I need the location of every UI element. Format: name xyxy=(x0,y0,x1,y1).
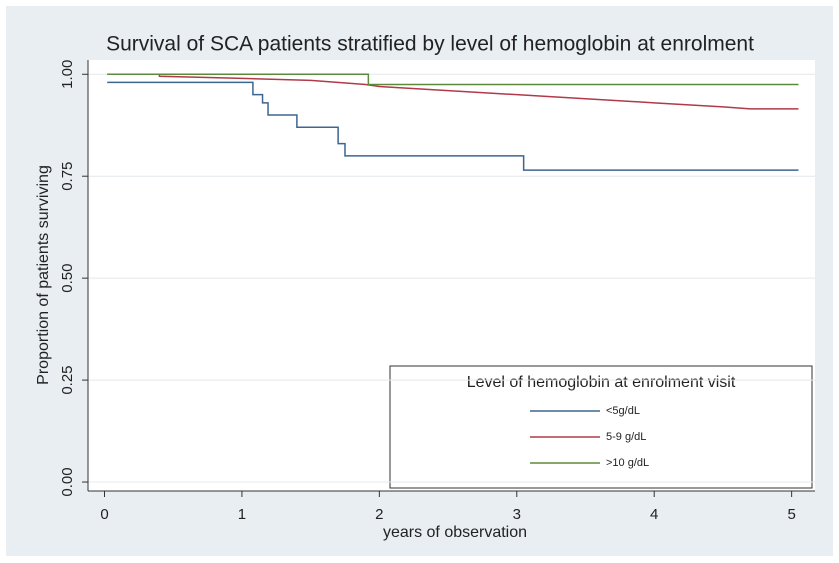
legend-label: >10 g/dL xyxy=(606,457,649,469)
x-tick-label: 1 xyxy=(238,506,246,523)
x-tick-label: 0 xyxy=(100,506,108,523)
survival-curve xyxy=(107,81,799,171)
x-tick-label: 3 xyxy=(513,506,521,523)
x-tick-label: 4 xyxy=(650,506,658,523)
y-tick-label: 0.50 xyxy=(59,264,76,293)
y-tick-label: 1.00 xyxy=(59,60,76,89)
legend-label: 5-9 g/dL xyxy=(606,431,646,443)
survival-curve xyxy=(107,73,799,110)
survival-curve xyxy=(107,73,799,86)
y-axis-label: Proportion of patients surviving xyxy=(35,165,52,385)
legend-label: <5g/dL xyxy=(606,405,640,417)
y-tick-label: 0.25 xyxy=(59,365,76,394)
chart-title: Survival of SCA patients stratified by l… xyxy=(106,33,754,56)
x-tick-label: 5 xyxy=(787,506,795,523)
y-tick-label: 0.75 xyxy=(59,162,76,191)
x-tick-label: 2 xyxy=(375,506,383,523)
legend-box xyxy=(389,365,813,489)
legend-title: Level of hemoglobin at enrolment visit xyxy=(467,374,736,391)
x-axis-label: years of observation xyxy=(383,524,527,541)
y-tick-label: 0.00 xyxy=(59,467,76,496)
